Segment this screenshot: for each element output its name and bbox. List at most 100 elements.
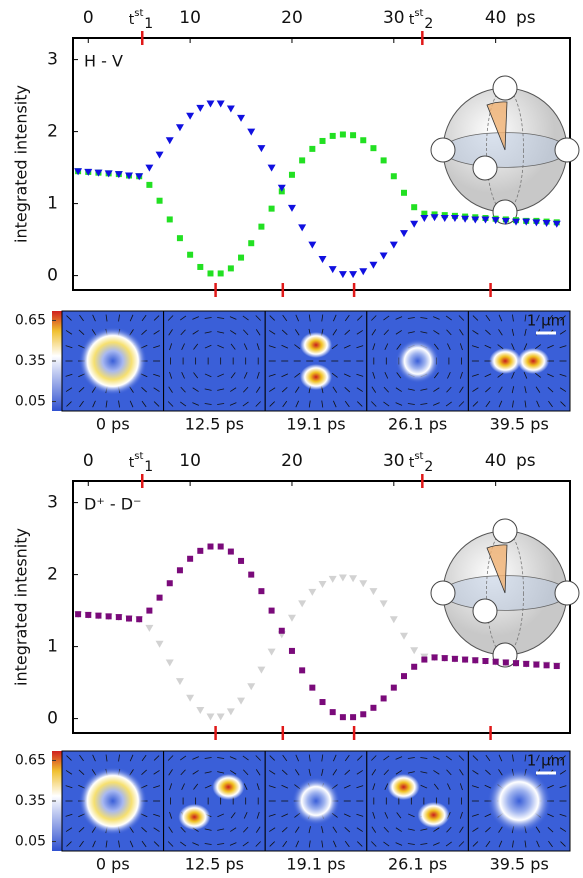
polarization-dash [395, 756, 403, 760]
polarization-dash [92, 840, 96, 848]
data-point [380, 157, 387, 164]
polarization-dash [169, 343, 173, 351]
polarization-dash [168, 386, 173, 393]
data-point [328, 266, 337, 274]
data-point [319, 699, 326, 706]
data-point [176, 567, 183, 574]
data-point [175, 678, 184, 686]
polarization-dash [433, 330, 440, 335]
polarization-dash [180, 769, 186, 776]
polarization-dash [512, 400, 514, 408]
polarization-dash [167, 401, 174, 407]
polarization-dash [498, 329, 503, 336]
data-point [349, 271, 358, 279]
polarization-dash [268, 813, 276, 817]
data-point [308, 588, 317, 596]
polarization-dash [471, 785, 479, 789]
panel-label: H - V [84, 52, 123, 71]
data-point [471, 216, 480, 224]
polarization-dash [180, 826, 186, 833]
data-point [350, 132, 357, 139]
polarization-dash [445, 755, 452, 761]
polarization-dash [371, 755, 377, 761]
polarization-dash [534, 372, 541, 378]
polarization-dash [78, 769, 85, 775]
polarization-dash [242, 315, 249, 321]
polarization-dash [243, 329, 249, 336]
data-point [379, 600, 388, 608]
intensity-lobe [300, 364, 332, 390]
polarization-dash [524, 386, 527, 394]
polarization-dash [560, 401, 566, 407]
polarization-dash [295, 754, 299, 762]
data-point [431, 654, 438, 661]
sphere-pole-icon [472, 155, 498, 181]
polarization-dash [511, 328, 515, 336]
polarization-dash [204, 757, 212, 759]
polarization-dash [243, 826, 249, 833]
polarization-dash [396, 343, 402, 350]
data-point [197, 547, 204, 554]
polarization-dash [523, 343, 528, 351]
annotation-text: t [409, 12, 415, 28]
polarization-dash [471, 373, 479, 377]
polarization-dash [180, 841, 187, 847]
polarization-dash [243, 371, 248, 379]
polarization-dash [536, 754, 540, 762]
polarization-dash [407, 757, 415, 759]
data-point [288, 171, 295, 178]
intensity-ring [395, 339, 440, 383]
polarization-dash [65, 330, 73, 335]
polarization-dash [534, 344, 541, 350]
polarization-dash [559, 785, 567, 789]
polarization-dash [192, 316, 199, 320]
data-point [135, 173, 144, 181]
annotation-text: t [409, 455, 415, 471]
polarization-dash [356, 813, 364, 817]
data-point [217, 543, 224, 550]
polarization-dash [141, 400, 147, 408]
panel-label: D⁺ - D⁻ [84, 495, 141, 514]
data-point [481, 216, 490, 224]
polarization-dash [141, 387, 147, 393]
polarization-dash [458, 841, 465, 847]
data-point [400, 673, 407, 680]
data-point [186, 694, 195, 702]
polarization-dash [459, 329, 464, 336]
polarization-dash [472, 315, 479, 321]
annotation-sup: st [134, 8, 143, 19]
intensity-lobe [178, 804, 211, 830]
polarization-dash [485, 329, 491, 335]
polarization-dash [230, 770, 237, 775]
data-point [238, 557, 245, 564]
polarization-dash [294, 372, 301, 378]
polarization-dash [446, 769, 452, 776]
polarization-dash [92, 754, 96, 762]
polarization-dash [383, 769, 389, 776]
polarization-dash [78, 329, 85, 335]
data-point [197, 263, 204, 270]
polarization-dash [229, 756, 237, 760]
annotation-sup: st [134, 451, 143, 462]
sphere-pole-icon [430, 137, 456, 163]
frame-label: 19.1 ps [286, 415, 345, 434]
polarization-dash [433, 316, 440, 320]
polarization-dash [547, 387, 554, 393]
polarization-dash [484, 344, 492, 349]
polarization-dash [169, 783, 173, 791]
polarization-dash [281, 827, 288, 833]
intensity-ring [78, 767, 147, 835]
annotation-sup: st [414, 451, 423, 462]
polarization-dash [79, 314, 84, 322]
polarization-dash [66, 401, 72, 407]
polarization-dash [560, 841, 566, 847]
data-point [298, 224, 307, 232]
data-point [450, 215, 459, 222]
data-point [165, 659, 174, 667]
polarization-dash [472, 330, 479, 335]
polarization-dash [105, 840, 108, 848]
polarization-dash [204, 784, 212, 789]
polarization-dash [395, 402, 403, 406]
polarization-dash [65, 387, 73, 392]
data-point [74, 168, 83, 176]
